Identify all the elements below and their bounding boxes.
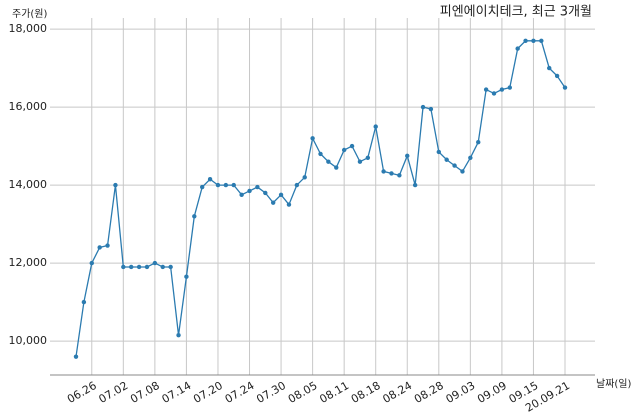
x-tick-label: 07.08 [128,379,162,406]
point [278,192,284,198]
y-tick-label: 10,000 [9,334,48,347]
x-tick-label: 07.30 [254,379,288,406]
x-axis-label: 날짜(일) [596,378,632,390]
point [207,177,213,182]
point [263,190,268,196]
x-tick-label: 08.24 [380,379,414,406]
point [294,182,300,188]
x-tick-label: 07.20 [191,379,225,406]
point [176,333,181,338]
x-tick-label: 08.28 [412,379,446,406]
point [302,175,307,180]
point [168,264,173,270]
point [452,163,457,168]
y-tick-label: 18,000 [9,22,48,35]
point [334,165,339,170]
point [73,354,79,359]
point [255,184,260,190]
line [75,40,566,357]
point [373,124,378,129]
y-axis-label: 주가(원) [12,8,48,20]
point [310,136,315,141]
x-tick-label: 07.14 [160,379,194,406]
point [349,143,355,149]
point [215,182,221,188]
point [199,184,205,190]
point [436,149,442,155]
x-tick-label: 07.24 [223,379,257,406]
point [318,151,323,157]
point [476,139,481,145]
point [326,159,331,164]
point [270,200,276,205]
point [491,91,497,96]
point [341,147,347,153]
point [129,264,134,270]
x-tick-label: 08.11 [317,379,351,406]
point [531,38,536,44]
point [428,106,434,112]
x-tick-label: 08.18 [349,379,383,406]
point [381,169,386,174]
point [152,260,158,266]
point [81,299,87,305]
point [247,188,252,194]
point [460,169,465,174]
point [412,182,418,188]
point [357,159,363,164]
chart-title: 피엔에이치테크, 최근 3개월 [440,5,592,20]
point [160,264,165,270]
point [113,182,118,188]
point [562,85,568,90]
point [547,65,552,71]
point [184,274,189,279]
point [121,264,126,270]
point [89,260,94,266]
point [365,155,371,160]
point [97,245,102,250]
point [483,87,489,92]
point [136,264,142,270]
point [192,214,197,219]
point [523,38,528,44]
point [144,264,150,270]
y-tick-label: 16,000 [9,100,48,113]
point [105,243,110,248]
point [420,104,426,110]
point [468,155,473,160]
point [397,173,402,178]
x-tick-label: 09.03 [444,379,478,406]
y-tick-label: 14,000 [9,178,48,191]
point [515,46,520,51]
point [286,202,292,207]
x-tick-label: 07.02 [97,379,131,406]
point [499,87,505,92]
point [539,38,544,44]
y-tick-label: 12,000 [9,256,48,269]
point [223,182,229,188]
point [231,182,236,188]
x-tick-label: 09.09 [475,379,509,406]
point [507,85,512,90]
x-tick-label: 06.26 [65,379,99,406]
point [444,157,449,162]
x-tick-label: 08.05 [286,379,320,406]
point [405,153,410,159]
point [239,192,244,198]
point [389,171,394,176]
point [554,73,560,79]
